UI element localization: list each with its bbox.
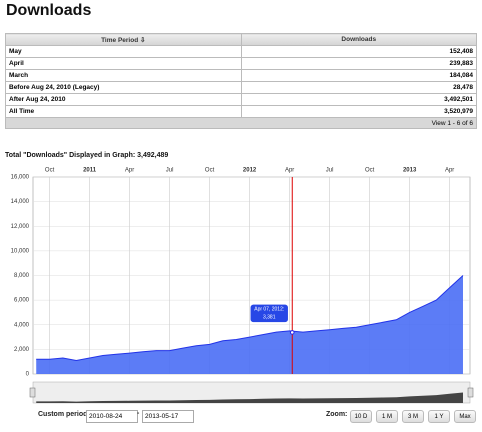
y-tick-label: 14,000 <box>11 199 30 205</box>
x-tick-label: 2012 <box>243 168 257 174</box>
zoom-button[interactable]: 1 Y <box>428 410 450 423</box>
x-tick-label: Oct <box>205 168 215 174</box>
line <box>36 275 464 362</box>
navigator-handle <box>467 387 474 398</box>
from-date[interactable] <box>86 410 138 423</box>
table-row: March 184,084 <box>5 69 477 82</box>
x-tick-label: Oct <box>365 168 375 174</box>
navigator-series <box>36 392 463 403</box>
y-tick-label: 2,000 <box>14 347 30 353</box>
y-tick-label: 0 <box>26 372 30 378</box>
to-date[interactable] <box>142 410 194 423</box>
y-tick-label: 6,000 <box>14 298 30 304</box>
dash: - <box>137 410 140 417</box>
x-tick-label: Oct <box>45 168 55 174</box>
hover-point <box>289 330 295 335</box>
table-footer: View 1 - 6 of 6 <box>5 117 477 129</box>
tooltip <box>249 304 289 323</box>
column-header[interactable]: Time Period ⇩ <box>5 33 242 46</box>
x-tick-label: Apr <box>285 168 294 174</box>
x-tick-label: Apr <box>125 168 134 174</box>
x-tick-label: 2011 <box>83 168 97 174</box>
table-row: April 239,883 <box>5 57 477 70</box>
summary-table: Time Period ⇩ Downloads May 152,408 April 2… <box>5 33 477 129</box>
zoom-button[interactable]: Max <box>454 410 476 423</box>
tooltip-date: Apr 07, 2012: <box>254 307 284 313</box>
x-tick-label: Apr <box>445 168 454 174</box>
zoom-button[interactable]: 10 D <box>350 410 372 423</box>
area <box>36 275 463 374</box>
x-tick-label: Jul <box>166 168 174 174</box>
pager-text: View 1 - 6 of 6 <box>5 117 477 129</box>
y-tick-label: 4,000 <box>14 322 30 328</box>
page-title: Downloads <box>6 2 92 19</box>
zoom-label: Zoom: <box>326 411 348 418</box>
zoom-button[interactable]: 3 M <box>402 410 424 423</box>
x-tick-label: 2013 <box>403 168 417 174</box>
custom-label: Custom period: <box>38 411 90 418</box>
y-tick-label: 16,000 <box>11 175 30 181</box>
y-tick-label: 12,000 <box>11 224 30 230</box>
tooltip-value: 3,381 <box>263 315 276 321</box>
y-tick-label: 10,000 <box>11 248 30 254</box>
navigator-handle <box>29 387 36 398</box>
zoom-button[interactable]: 1 M <box>376 410 398 423</box>
x-tick-label: Jul <box>326 168 334 174</box>
y-tick-label: 8,000 <box>14 273 30 279</box>
column-header[interactable]: Downloads <box>240 33 477 46</box>
table-row: After Aug 24, 2010 3,492,501 <box>5 93 477 106</box>
chart-title: Total "Downloads" Displayed in Graph: 3,… <box>5 152 169 159</box>
